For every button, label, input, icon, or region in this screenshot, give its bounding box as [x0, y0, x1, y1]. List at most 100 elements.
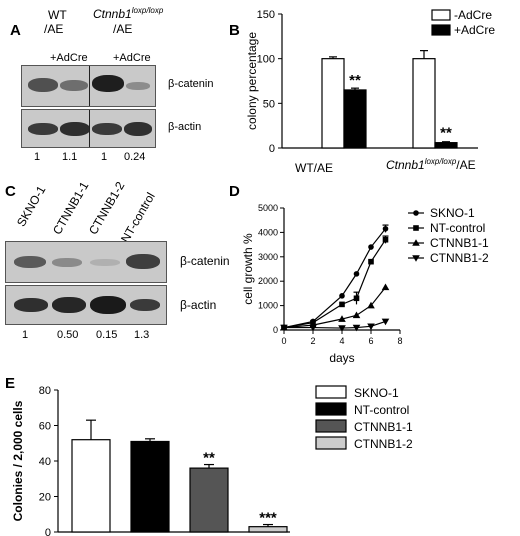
chart-d-point-0-5 [382, 225, 389, 232]
chart-b-annot-1: ** [440, 125, 452, 142]
chart-d-xtick-label-1: 2 [310, 336, 315, 346]
panel-c-label: C [5, 183, 16, 200]
chart-d-xlabel: days [329, 351, 354, 365]
ctnnb1-ae-label: /AE [113, 22, 133, 36]
quant-a-1: 1 [34, 151, 41, 163]
blot-a-beta-catenin [21, 65, 156, 107]
chart-d-legend-marker-1 [413, 225, 419, 231]
adcre-label-2: +AdCre [113, 52, 151, 64]
quant-c-4: 1.3 [134, 329, 150, 341]
chart-e-ytick-label-3: 60 [39, 421, 51, 433]
chart-e-legend-swatch-3 [315, 436, 347, 450]
chart-e-legend-label-0: SKNO-1 [354, 386, 399, 400]
chart-b-xlabel-wt: WT/AE [295, 161, 333, 175]
chart-e-legend-swatch-2 [315, 419, 347, 433]
chart-d-point-3-0 [280, 324, 288, 332]
panel-d-label: D [229, 183, 240, 200]
chart-d-line-0 [283, 228, 386, 329]
chart-e-ytick-label-4: 80 [39, 385, 51, 397]
chart-b-xlabel-ct: Ctnnb1loxp/loxp/AE [386, 157, 476, 172]
chart-e-annot-3: *** [259, 510, 277, 527]
chart-d-legend-label-0: SKNO-1 [430, 206, 475, 220]
chart-e-bar-2 [189, 467, 229, 533]
blot-c-beta-catenin [5, 241, 167, 283]
chart-b-legend-swatch-0 [431, 9, 451, 21]
chart-d-legend-label-2: CTNNB1-1 [430, 236, 489, 250]
chart-d-ytick-label-4: 4000 [258, 227, 278, 237]
wt-label: WT [48, 8, 67, 22]
chart-d-ylabel: cell growth % [241, 233, 255, 305]
chart-b-legend-label-1: +AdCre [454, 23, 495, 37]
chart-d-ytick-label-0: 0 [273, 325, 278, 335]
chart-d-xtick-label-4: 8 [397, 336, 402, 346]
chart-d-point-0-4 [368, 244, 374, 250]
chart-e-annot-2: ** [203, 450, 215, 467]
chart-e-ytick-label-1: 20 [39, 492, 51, 504]
chart-d-line-2 [283, 286, 386, 329]
panel-a-label: A [10, 22, 21, 39]
chart-d-ytick-label-5: 5000 [258, 203, 278, 213]
chart-b-legend-swatch-1 [431, 24, 451, 36]
chart-e-legend-label-1: NT-control [354, 403, 409, 417]
chart-d-point-2-4 [367, 301, 375, 309]
chart-b-ytick-label-2: 100 [257, 54, 275, 66]
chart-d-legend-marker-2 [412, 239, 420, 246]
quant-a-4: 0.24 [124, 151, 146, 163]
chart-e-legend-label-2: CTNNB1-1 [354, 420, 413, 434]
blot-a2-label: β-actin [168, 121, 202, 133]
chart-d-point-1-3 [353, 295, 360, 302]
chart-d-line-1 [283, 239, 387, 329]
chart-d-point-3-1 [309, 324, 317, 332]
chart-e-bar-0 [71, 439, 111, 533]
chart-d-legend-label-1: NT-control [430, 221, 485, 235]
ctnnb1-label: Ctnnb1loxp/loxp [93, 6, 164, 21]
chart-d-xtick-label-0: 0 [281, 336, 286, 346]
chart-d-point-3-5 [381, 318, 390, 326]
chart-e-ytick-label-2: 40 [39, 456, 51, 468]
chart-b: 0 50 100 150 colony percentage ** ** -AdCre+AdC… [245, 8, 495, 155]
chart-d-point-1-5 [382, 236, 389, 243]
quant-c-2: 0.50 [57, 329, 79, 341]
chart-d-point-2-2 [338, 315, 346, 322]
quant-a-3: 1 [101, 151, 108, 163]
panel-e-label: E [5, 375, 16, 392]
chart-e-legend-swatch-0 [315, 385, 347, 399]
chart-b-ytick-label-3: 150 [257, 9, 275, 21]
chart-b-annot-0: ** [349, 72, 361, 89]
chart-e-legend-swatch-1 [315, 402, 347, 416]
blot-a1-label: β-catenin [168, 78, 214, 90]
chart-d-point-3-2 [338, 325, 346, 332]
chart-d-xtick-label-3: 6 [368, 336, 373, 346]
chart-b-legend-label-0: -AdCre [454, 8, 492, 22]
chart-d-point-0-2 [339, 293, 345, 299]
chart-b-ytick-label-0: 0 [269, 143, 275, 155]
chart-b-ytick-label-1: 50 [263, 98, 275, 110]
chart-d-legend-marker-3 [412, 255, 420, 262]
chart-d-ytick-label-2: 2000 [258, 276, 278, 286]
chart-e-bar-1 [130, 440, 170, 533]
blot-c-beta-actin [5, 285, 167, 325]
chart-d-xtick-label-2: 4 [339, 336, 344, 346]
wt-ae-label: /AE [44, 22, 64, 36]
chart-e-ytick-label-0: 0 [45, 527, 51, 536]
chart-e-ylabel: Colonies / 2,000 cells [11, 400, 25, 521]
chart-d-ytick-label-3: 3000 [258, 252, 278, 262]
blot-c2-label: β-actin [180, 298, 217, 312]
chart-d-point-3-3 [352, 324, 361, 332]
chart-d: 0 1000 2000 3000 4000 5000 0 2 4 6 8 days cell growt… [241, 203, 489, 365]
chart-d-point-1-2 [339, 301, 345, 308]
chart-b-ylabel: colony percentage [245, 32, 259, 130]
adcre-label-1: +AdCre [50, 52, 88, 64]
chart-d-legend-label-3: CTNNB1-2 [430, 251, 489, 265]
chart-d-legend-marker-0 [413, 210, 419, 216]
chart-d-point-1-4 [368, 258, 374, 265]
quant-c-3: 0.15 [96, 329, 118, 341]
blot-a-beta-actin [21, 109, 156, 148]
chart-e-legend-label-3: CTNNB1-2 [354, 437, 413, 451]
blot-c1-label: β-catenin [180, 254, 230, 268]
quant-a-2: 1.1 [62, 151, 78, 163]
quant-c-1: 1 [22, 329, 29, 341]
chart-d-point-0-3 [353, 271, 360, 277]
chart-d-ytick-label-1: 1000 [258, 301, 278, 311]
